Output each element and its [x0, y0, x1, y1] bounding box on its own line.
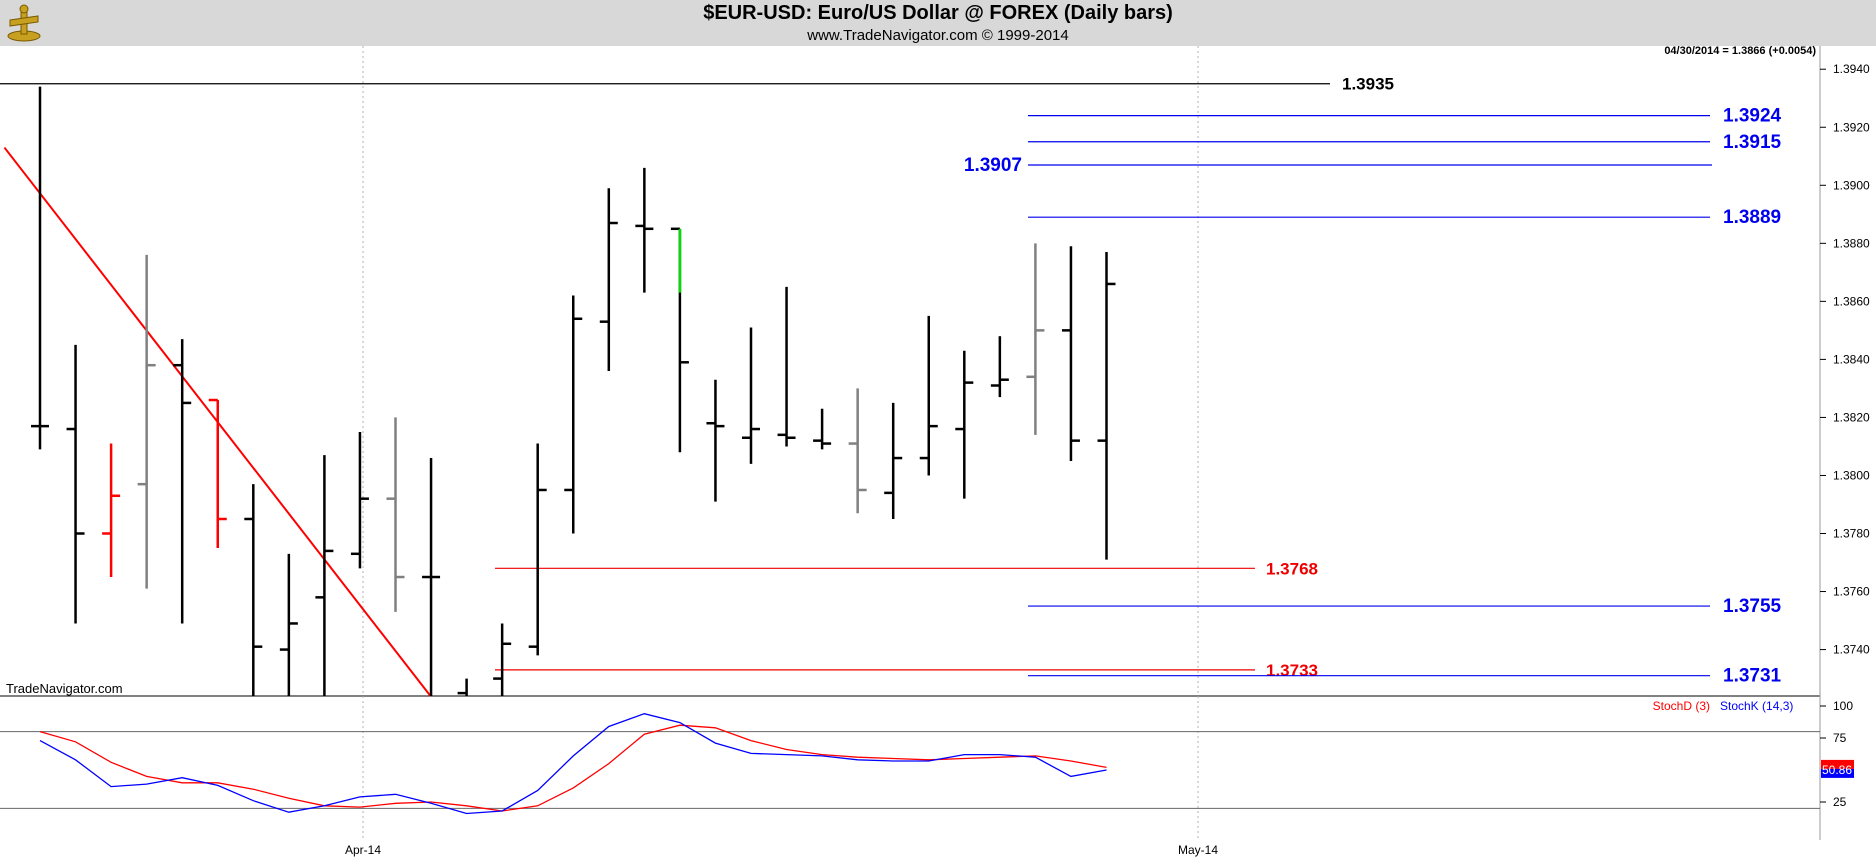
ohlc-bar	[315, 455, 334, 696]
y-tick-label: 1.3940	[1833, 62, 1870, 76]
ohlc-bar	[884, 402, 903, 519]
ohlc-bar	[848, 388, 867, 514]
ohlc-bar	[350, 431, 369, 569]
ohlc-bar	[422, 458, 441, 696]
price-levels: 1.3935 1.3924 1.3915 1.3907 1.3889 1.3768 1.37…	[0, 75, 1782, 687]
x-tick-label: Apr-14	[345, 843, 381, 857]
chart-header	[0, 0, 1876, 46]
level-label-1.3733: 1.3733	[1266, 661, 1318, 680]
ohlc-bar	[599, 188, 618, 371]
ohlc-bar	[670, 227, 689, 453]
stoch-legend-stochk: StochK (14,3)	[1720, 699, 1793, 713]
ohlc-bar	[706, 379, 725, 502]
ohlc-bar	[635, 167, 654, 293]
trade-navigator-logo	[7, 4, 41, 42]
y-tick-label: 1.3780	[1833, 527, 1870, 541]
date-axis: Apr-14 May-14	[345, 843, 1218, 857]
stoch-legend-stochd: StochD (3)	[1653, 699, 1710, 713]
last-value-badge-bottom	[1821, 768, 1854, 778]
level-label-1.3907: 1.3907	[964, 155, 1022, 176]
level-label-1.3731: 1.3731	[1723, 666, 1782, 687]
watermark-text: TradeNavigator.com	[6, 681, 123, 696]
y-tick-label: 1.3860	[1833, 294, 1870, 308]
stoch-y-tick-label: 100	[1833, 699, 1853, 713]
ohlc-bar	[386, 417, 405, 612]
level-label-1.3755: 1.3755	[1723, 596, 1782, 617]
chart-title: $EUR-USD: Euro/US Dollar @ FOREX (Daily …	[703, 2, 1173, 24]
ohlc-bar	[777, 286, 796, 447]
stoch-y-tick-label: 25	[1833, 795, 1847, 809]
ohlc-bar	[742, 327, 760, 464]
price-axis: 1.3740 1.3760 1.3780 1.3800 1.3820 1.3840 1.38…	[1820, 62, 1870, 657]
y-tick-label: 1.3760	[1833, 585, 1870, 599]
last-value-label: 50.86	[1822, 763, 1852, 777]
last-value-badge-top	[1821, 759, 1854, 769]
ohlc-bar	[457, 678, 468, 696]
y-tick-label: 1.3820	[1833, 410, 1870, 424]
ohlc-bar	[564, 295, 583, 534]
y-tick-label: 1.3840	[1833, 352, 1870, 366]
y-tick-label: 1.3900	[1833, 178, 1870, 192]
price-grid	[362, 46, 1199, 840]
y-tick-label: 1.3880	[1833, 236, 1870, 250]
ohlc-bar	[244, 484, 263, 696]
level-label-1.3924: 1.3924	[1723, 106, 1782, 127]
ohlc-bar	[1061, 246, 1080, 461]
price-bars	[31, 86, 1116, 696]
quote-readout: 04/30/2014 = 1.3866 (+0.0054)	[1664, 45, 1816, 57]
level-label-1.3889: 1.3889	[1723, 207, 1781, 228]
ohlc-bar	[137, 254, 156, 589]
x-tick-label: May-14	[1178, 843, 1218, 857]
y-tick-label: 1.3740	[1833, 643, 1870, 657]
ohlc-bar	[493, 623, 512, 696]
level-label-1.3915: 1.3915	[1723, 132, 1782, 153]
stoch-y-tick-label: 75	[1833, 731, 1847, 745]
level-label-1.3935: 1.3935	[1342, 75, 1394, 94]
stoch-series-stochk	[39, 713, 1107, 815]
ohlc-bar	[1026, 243, 1045, 435]
ohlc-bar	[31, 86, 49, 450]
ohlc-bar	[279, 553, 298, 696]
ohlc-bar	[173, 339, 192, 624]
ohlc-bar	[528, 443, 547, 656]
y-tick-label: 1.3920	[1833, 120, 1870, 134]
level-label-1.3768: 1.3768	[1266, 559, 1318, 578]
ohlc-bar	[955, 350, 974, 499]
stochastic-panel: 25 75 100 StochD (3) StochK (14,3) 50.86	[0, 699, 1854, 815]
ohlc-bar	[208, 398, 227, 549]
chart-subtitle: www.TradeNavigator.com © 1999-2014	[807, 27, 1069, 44]
ohlc-bar	[990, 336, 1009, 398]
ohlc-bar	[1097, 252, 1116, 560]
stoch-series-stochd	[39, 724, 1107, 812]
ohlc-bar	[813, 408, 832, 450]
ohlc-bar	[919, 315, 938, 476]
ohlc-bar	[102, 443, 121, 578]
y-tick-label: 1.3800	[1833, 468, 1870, 482]
ohlc-bar	[66, 344, 85, 624]
